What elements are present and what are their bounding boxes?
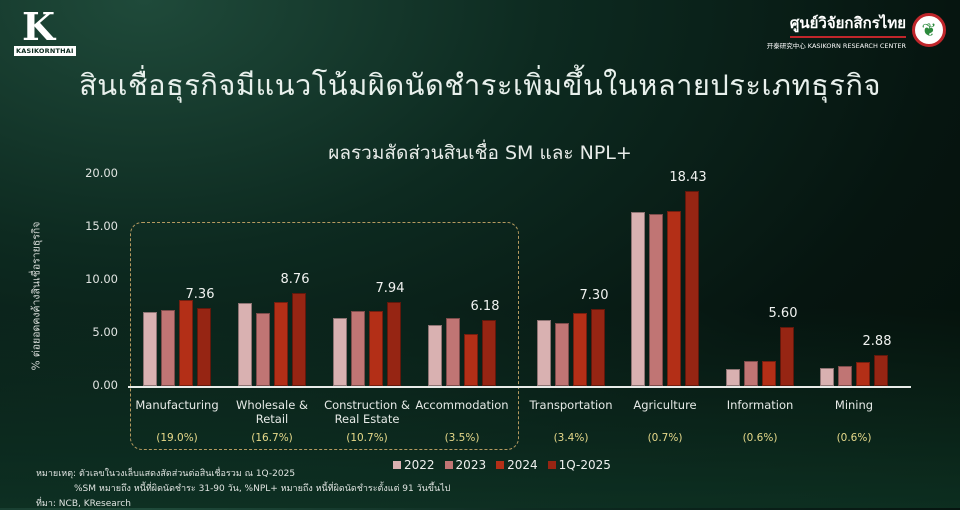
- category-label: Manufacturing: [135, 398, 219, 412]
- loan-share-label: (19.0%): [156, 432, 198, 444]
- bar-2023: [161, 309, 175, 386]
- y-tick: 5.00: [92, 325, 118, 339]
- data-label: 7.94: [375, 280, 405, 296]
- legend-item-2022: 2022: [393, 458, 435, 472]
- bar-2022: [631, 212, 645, 386]
- data-label: 18.43: [669, 169, 707, 185]
- kbank-leaf-icon: ❦: [912, 13, 946, 47]
- bar-2024: [274, 302, 288, 386]
- page-title: สินเชื่อธุรกิจมีแนวโน้มผิดนัดชำระเพิ่มขึ…: [79, 68, 881, 102]
- data-label: 7.30: [579, 287, 609, 303]
- data-label: 8.76: [280, 272, 310, 288]
- bar-1q-2025: [874, 355, 888, 386]
- category-label: Transportation: [529, 398, 613, 412]
- bar-2023: [256, 312, 270, 386]
- loan-share-label: (0.6%): [742, 432, 778, 444]
- loan-share-label: (3.4%): [553, 432, 589, 444]
- y-axis-label: % ต่อยอดคงค้างสินเชื่อรายธุรกิจ: [30, 221, 43, 371]
- category-label: Mining: [834, 398, 874, 412]
- footnote-remark: หมายเหตุ: ตัวเลขในวงเล็บแสดงสัดส่วนต่อสิ…: [36, 469, 296, 479]
- bar-1q-2025: [482, 320, 496, 386]
- y-tick: 0.00: [92, 378, 118, 392]
- category-label: Accommodation: [415, 398, 509, 412]
- x-axis-line: [128, 386, 911, 388]
- legend-swatch-icon: [444, 461, 453, 469]
- bar-1q-2025: [197, 307, 211, 386]
- loan-share-label: (0.7%): [647, 432, 683, 444]
- loan-share-label: (10.7%): [346, 432, 388, 444]
- bar-2023: [649, 214, 663, 386]
- category-label: Agriculture: [633, 398, 697, 412]
- bar-1q-2025: [780, 326, 794, 386]
- legend-swatch-icon: [393, 461, 401, 469]
- bar-2024: [369, 310, 383, 386]
- data-label: 2.88: [862, 334, 892, 350]
- bar-2022: [333, 318, 347, 386]
- data-label: 6.18: [470, 299, 500, 315]
- bar-2023: [744, 360, 758, 386]
- bar-2022: [537, 320, 551, 386]
- category-label: Construction & Real Estate: [324, 398, 410, 426]
- bar-2023: [446, 318, 460, 386]
- bar-1q-2025: [292, 293, 306, 386]
- bar-2024: [573, 312, 587, 386]
- kasikornthai-label: KASIKORNTHAI: [14, 46, 76, 56]
- bar-2024: [762, 360, 776, 386]
- loan-share-label: (0.6%): [836, 432, 872, 444]
- bar-2023: [838, 365, 852, 386]
- bar-2022: [428, 324, 442, 386]
- loan-share-label: (16.7%): [251, 432, 293, 444]
- highlight-box: [130, 222, 519, 450]
- footnote-source: ที่มา: NCB, KResearch: [36, 499, 131, 509]
- legend-item-1q2025: 1Q-2025: [547, 458, 611, 472]
- bar-2022: [726, 369, 740, 386]
- kresearch-logo: ศูนย์วิจัยกสิกรไทย 开泰研究中心 KASIKORN RESEA…: [767, 10, 946, 50]
- legend-swatch-icon: [496, 461, 505, 469]
- y-tick: 15.00: [85, 219, 118, 233]
- data-label: 5.60: [768, 305, 798, 321]
- legend-item-2023: 2023: [444, 458, 486, 472]
- loan-share-label: (3.5%): [444, 432, 480, 444]
- legend-item-2024: 2024: [496, 458, 538, 472]
- kasikornthai-logo: K KASIKORNTHAI: [14, 4, 76, 56]
- bar-1q-2025: [685, 190, 699, 386]
- legend-swatch-icon: [547, 461, 556, 469]
- chart-title: ผลรวมสัดส่วนสินเชื่อ SM และ NPL+: [328, 142, 632, 164]
- bar-2022: [820, 367, 834, 386]
- bar-2024: [464, 334, 478, 386]
- bar-2024: [667, 211, 681, 386]
- bar-2023: [555, 323, 569, 386]
- y-tick: 10.00: [85, 272, 118, 286]
- k-mark-icon: K: [22, 4, 56, 49]
- bar-2024: [856, 361, 870, 386]
- bar-1q-2025: [591, 308, 605, 386]
- footnote-definition: %SM หมายถึง หนี้ที่ผิดนัดชำระ 31-90 วัน,…: [74, 484, 451, 494]
- bar-1q-2025: [387, 301, 401, 386]
- kresearch-thai-name: ศูนย์วิจัยกสิกรไทย: [789, 11, 906, 38]
- bar-2023: [351, 310, 365, 386]
- bar-2022: [238, 303, 252, 386]
- kresearch-english-name: 开泰研究中心 KASIKORN RESEARCH CENTER: [766, 41, 906, 50]
- bar-2024: [179, 300, 193, 386]
- y-tick: 20.00: [85, 166, 118, 180]
- legend: 2022 2023 2024 1Q-2025: [393, 458, 611, 472]
- category-label: Information: [726, 398, 794, 412]
- category-label: Wholesale & Retail: [236, 398, 308, 426]
- bar-2022: [143, 311, 157, 386]
- data-label: 7.36: [185, 286, 215, 302]
